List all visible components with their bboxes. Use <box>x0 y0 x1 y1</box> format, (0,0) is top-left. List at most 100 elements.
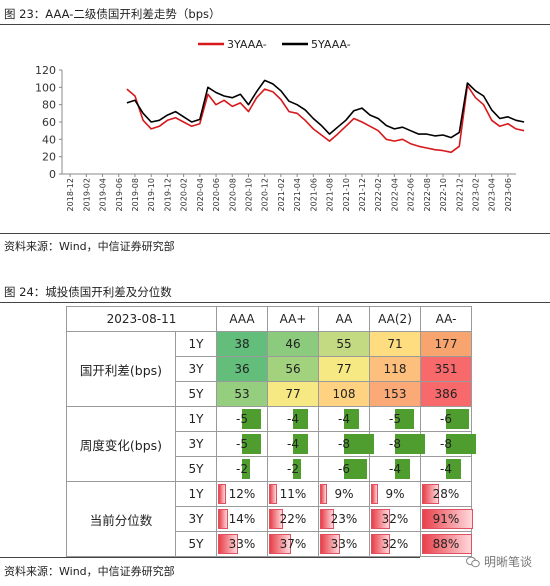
change-bar <box>446 409 469 429</box>
cell-value: 9% <box>385 487 405 501</box>
tenor-label: 5Y <box>175 531 217 557</box>
change-bar <box>446 434 476 454</box>
cell-value: 108 <box>332 387 356 401</box>
weekly-change-cell: -2 <box>267 456 319 482</box>
cell-value: 77 <box>285 387 301 401</box>
cell-value: -4 <box>338 412 350 426</box>
percentile-cell: 22% <box>267 506 319 532</box>
cell-value: 28% <box>432 487 460 501</box>
weekly-change-cell: -6 <box>318 456 370 482</box>
table-row: 当前分位数 1Y 12% 11% 9% 9% 28% <box>66 481 472 557</box>
spread-line-chart: 0 20 40 60 80 100 120 2018-12 2019-02 2019-04 2019… <box>35 38 525 211</box>
heatmap-cell: 56 <box>267 356 319 382</box>
weekly-change-cell: -5 <box>216 431 268 457</box>
percentile-bar <box>269 534 291 554</box>
percentile-cell: 91% <box>420 506 474 532</box>
column-header-aaa: AAA <box>216 306 268 332</box>
cell-value: 177 <box>434 337 458 351</box>
cell-value: 38 <box>234 337 250 351</box>
y-tick-label: 120 <box>35 64 56 77</box>
cell-value: 33% <box>228 537 256 551</box>
cell-value: -8 <box>389 437 401 451</box>
figure-24-title-rule <box>0 302 550 303</box>
percentile-bar <box>422 534 472 554</box>
y-tick-label: 60 <box>42 116 56 129</box>
x-tick-label: 2020-08 <box>228 178 237 211</box>
percentile-cell: 9% <box>318 481 370 507</box>
percentile-bar <box>269 509 283 529</box>
change-bar <box>242 434 261 454</box>
figure-24-source: 资料来源：Wind，中信证券研究部 <box>4 565 175 578</box>
tenor-label: 3Y <box>175 506 217 532</box>
cell-value: -5 <box>236 437 248 451</box>
cell-value: -8 <box>338 437 350 451</box>
column-header-aa-minus: AA- <box>420 306 472 332</box>
heatmap-cell: 36 <box>216 356 268 382</box>
percentile-bar <box>371 534 391 554</box>
table-date: 2023-08-11 <box>66 306 217 332</box>
weekly-change-cell: -5 <box>216 406 268 432</box>
x-tick-label: 2019-02 <box>82 178 91 211</box>
x-tick-label: 2019-08 <box>131 178 140 211</box>
x-tick-label: 2018-12 <box>66 178 75 211</box>
x-tick-label: 2022-02 <box>374 178 383 211</box>
x-tick-label: 2021-12 <box>358 178 367 211</box>
table-row: 3Y 36 56 77 118 351 <box>67 356 472 382</box>
heatmap-cell: 386 <box>420 381 472 407</box>
change-bar <box>395 459 410 479</box>
percentile-bar <box>218 534 238 554</box>
x-tick-label: 2021-10 <box>342 178 351 211</box>
watermark-text: 明晰笔谈 <box>483 555 532 569</box>
x-tick-label: 2022-08 <box>423 178 432 211</box>
x-tick-label: 2023-02 <box>471 178 480 211</box>
cell-value: 36 <box>234 362 250 376</box>
weekly-change-cell: -5 <box>369 406 421 432</box>
column-header-aa2: AA(2) <box>369 306 421 332</box>
figure-23-title: 图 23：AAA-二级债国开利差走势（bps） <box>4 7 221 21</box>
x-tick-label: 2023-06 <box>504 178 513 211</box>
change-bar <box>293 434 308 454</box>
wechat-icon <box>465 556 480 567</box>
x-tick-label: 2019-06 <box>115 178 124 211</box>
cell-value: 56 <box>285 362 301 376</box>
cell-value: 14% <box>228 512 256 526</box>
cell-value: -6 <box>338 462 350 476</box>
percentile-cell: 88% <box>420 531 472 557</box>
heatmap-cell: 177 <box>420 331 472 357</box>
cell-value: 22% <box>279 512 307 526</box>
table-row: 5Y -2 -2 -6 -4 -4 <box>67 456 472 482</box>
x-tick-label: 2020-06 <box>212 178 221 211</box>
x-tick-label: 2022-04 <box>390 178 399 211</box>
table-row: 3Y 14% 22% 23% 32% 91% <box>67 506 474 532</box>
cell-value: 53 <box>234 387 250 401</box>
change-bar <box>242 459 250 479</box>
percentile-bar <box>218 484 227 504</box>
legend-label-0: 3YAAA- <box>227 38 267 51</box>
cell-value: 77 <box>336 362 352 376</box>
cell-value: 55 <box>336 337 352 351</box>
percentile-cell: 33% <box>318 531 370 557</box>
percentile-bar <box>269 484 277 504</box>
watermark: 明晰笔谈 <box>465 553 532 570</box>
x-tick-label: 2022-06 <box>407 178 416 211</box>
cell-value: 33% <box>330 537 358 551</box>
tenor-label: 3Y <box>175 356 217 382</box>
table-header-row: 2023-08-11 AAA AA+ AA AA(2) AA- <box>66 306 472 332</box>
percentile-cell: 11% <box>267 481 319 507</box>
percentile-bar <box>422 484 440 504</box>
percentile-cell: 23% <box>318 506 370 532</box>
weekly-change-cell: -8 <box>420 431 476 457</box>
legend-label-1: 5YAAA- <box>311 38 351 51</box>
cell-value: -8 <box>440 437 452 451</box>
cell-value: -2 <box>287 462 299 476</box>
cell-value: -4 <box>287 437 299 451</box>
change-bar <box>395 409 414 429</box>
x-tick-label: 2019-04 <box>99 178 108 211</box>
heatmap-cell: 351 <box>420 356 472 382</box>
figure-24-title: 图 24：城投债国开利差及分位数 <box>4 285 172 299</box>
y-tick-label: 40 <box>42 133 56 146</box>
cell-value: -4 <box>287 412 299 426</box>
tenor-label: 1Y <box>175 331 217 357</box>
figure-23-source: 资料来源：Wind，中信证券研究部 <box>4 240 175 253</box>
x-tick-label: 2020-04 <box>196 178 205 211</box>
